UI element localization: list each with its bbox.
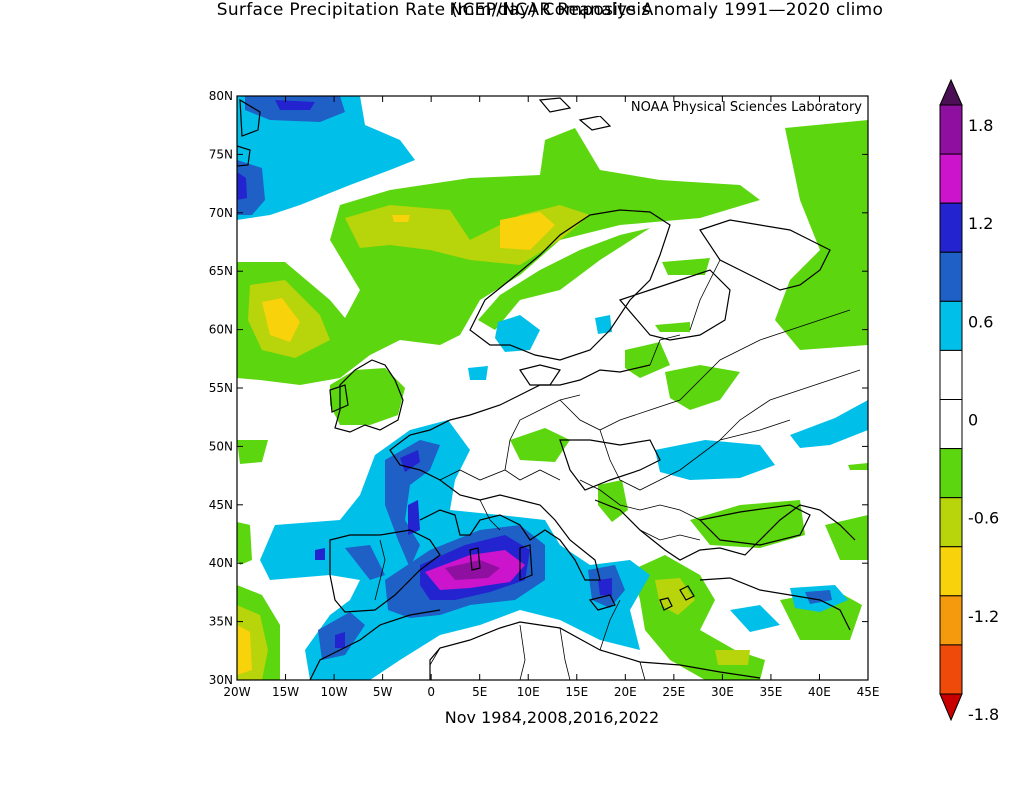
colorbar-bottom-arrow xyxy=(939,693,963,722)
dry-patch-black-sea xyxy=(690,500,805,548)
anomaly-field xyxy=(237,96,868,680)
y-tick-label: 40N xyxy=(209,556,233,570)
colorbar-swatch xyxy=(939,153,963,204)
dry-patch-caucasus xyxy=(825,515,868,560)
x-tick-label: 15W xyxy=(272,685,299,699)
y-tick-label: 70N xyxy=(209,206,233,220)
colorbar-swatch xyxy=(939,104,963,155)
colorbar-swatch xyxy=(939,595,963,646)
colorbar-swatch xyxy=(939,497,963,548)
y-tick-label: 45N xyxy=(209,498,233,512)
wet-core-iberia-west xyxy=(345,545,385,580)
colorbar-label: -0.6 xyxy=(968,509,999,528)
wet-core-biscay-south xyxy=(408,500,420,535)
wet-spot-north-sea xyxy=(468,366,488,380)
y-tick-label: 60N xyxy=(209,323,233,337)
colorbar-label: -1.2 xyxy=(968,607,999,626)
colorbar-label: 0.6 xyxy=(968,312,993,331)
x-tick-label: 5W xyxy=(373,685,393,699)
dry-patch-caspian xyxy=(848,463,868,470)
x-tick-label: 10E xyxy=(517,685,540,699)
x-tick-label: 15E xyxy=(565,685,588,699)
y-tick-label: 30N xyxy=(209,673,233,687)
dry-core-libya-coast xyxy=(715,650,750,665)
colorbar: 1.8 1.2 0.6 0 -0.6 -1.2 -1.8 xyxy=(939,78,999,724)
wet-region-greenland-sea xyxy=(237,96,415,220)
country-borders xyxy=(374,259,861,680)
wet-region-turkey xyxy=(730,605,780,632)
x-tick-label: 0 xyxy=(427,685,435,699)
dry-patch-belarus xyxy=(665,365,740,410)
coastlines xyxy=(237,97,856,680)
dry-patch-finland xyxy=(662,258,710,275)
x-tick-label: 20W xyxy=(223,685,250,699)
x-tick-label: 40E xyxy=(808,685,831,699)
dry-region-uk xyxy=(330,368,405,425)
colorbar-swatch xyxy=(939,349,963,400)
dry-patch-balkans xyxy=(598,480,628,522)
y-tick-label: 55N xyxy=(209,381,233,395)
wet-region-ukraine xyxy=(655,440,775,480)
wet-region-russia-east xyxy=(790,400,868,448)
dry-core-canaries-yellow xyxy=(237,625,252,675)
wet-spot-norway xyxy=(495,315,540,352)
colorbar-top-arrow xyxy=(939,78,963,106)
colorbar-label: 0 xyxy=(968,411,978,430)
wet-core-levant xyxy=(805,590,832,604)
y-tick-label: 35N xyxy=(209,615,233,629)
dry-core-yellow-west xyxy=(262,298,300,342)
y-tick-label: 50N xyxy=(209,439,233,453)
colorbar-swatch xyxy=(939,546,963,597)
wet-core-biscay xyxy=(385,440,440,568)
x-axis: 20W 15W 10W 5W 0 5E 10E 15E 20E 25E 30E 35E 40E 45E xyxy=(223,96,879,699)
wet-core-greenland-sea xyxy=(237,160,265,215)
x-tick-label: 25E xyxy=(662,685,685,699)
credit-text: NOAA Physical Sciences Laboratory xyxy=(631,100,862,115)
colorbar-swatch xyxy=(939,644,963,695)
y-tick-label: 65N xyxy=(209,264,233,278)
colorbar-label: -1.8 xyxy=(968,705,999,724)
y-tick-label: 75N xyxy=(209,147,233,161)
y-axis: 30N 35N 40N 45N 50N 55N 60N 65N 70N 75N 80N xyxy=(209,89,868,687)
wet-spot-sweden xyxy=(595,315,612,334)
y-tick-label: 80N xyxy=(209,89,233,103)
dry-patch-finland-south xyxy=(655,322,690,332)
colorbar-swatch xyxy=(939,202,963,253)
dry-patch-baltic xyxy=(625,342,670,378)
wet-core-ionian-inner xyxy=(598,578,612,596)
map-title: NCEP/NCAR Reanalysis xyxy=(449,0,651,20)
x-tick-label: 30E xyxy=(711,685,734,699)
dry-region-azores-east xyxy=(237,522,252,565)
credit-background xyxy=(594,97,867,116)
x-tick-label: 5E xyxy=(472,685,487,699)
colorbar-swatch xyxy=(939,300,963,351)
dry-region-arctic-russia xyxy=(775,120,868,350)
wet-core-gibraltar-inner xyxy=(335,632,345,648)
wet-spot-portugal-offshore xyxy=(315,548,325,560)
dry-region-scandinavia xyxy=(478,228,650,330)
dry-patch-germany xyxy=(510,428,570,462)
colorbar-label: 1.8 xyxy=(968,116,993,135)
x-tick-label: 45E xyxy=(857,685,880,699)
x-tick-label: 35E xyxy=(759,685,782,699)
x-tick-label: 10W xyxy=(321,685,348,699)
colorbar-label: 1.2 xyxy=(968,214,993,233)
colorbar-swatch xyxy=(939,399,963,450)
map-subtitle: Surface Precipitation Rate (mm/day) Comp… xyxy=(216,0,884,20)
colorbar-swatch xyxy=(939,251,963,302)
colorbar-swatch xyxy=(939,448,963,499)
wet-core-greenland-inner xyxy=(237,172,247,200)
dry-region-iceland-south xyxy=(237,440,268,464)
map-caption: Nov 1984,2008,2016,2022 xyxy=(444,708,660,727)
dry-core-yellow-iceland-sea xyxy=(392,215,410,222)
dry-core-yellow-norway xyxy=(500,212,555,250)
wet-core-svalbard-inner xyxy=(275,100,315,110)
x-tick-label: 20E xyxy=(614,685,637,699)
